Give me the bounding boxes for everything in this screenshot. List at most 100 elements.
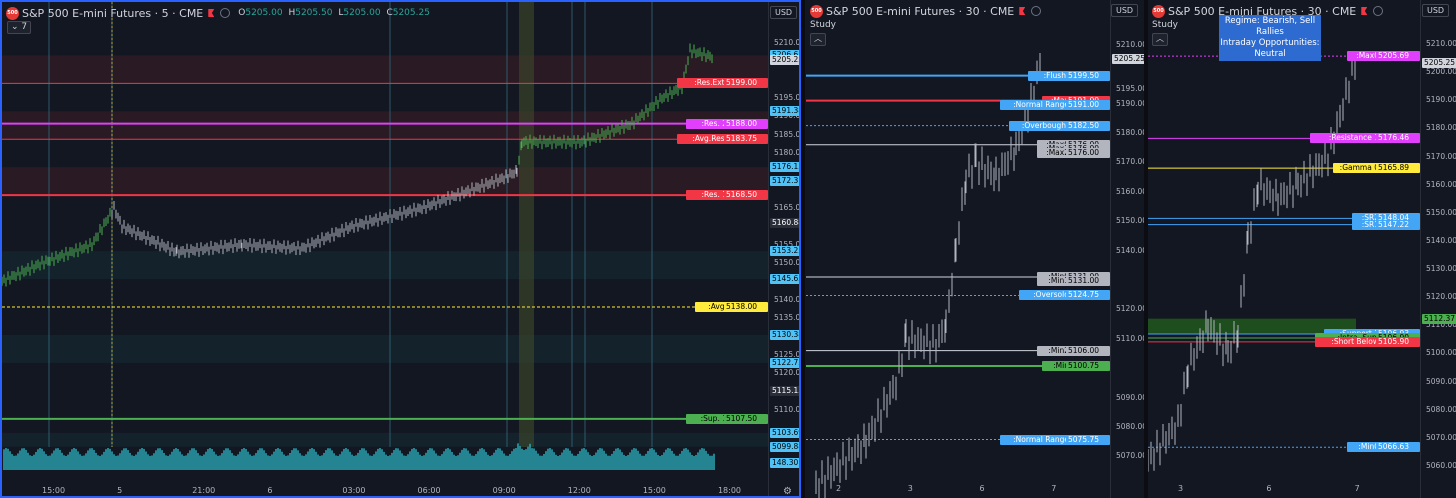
circle-button-icon[interactable] <box>220 8 231 18</box>
flag-icon[interactable] <box>1019 7 1026 15</box>
level-price-tag: 5168.50 <box>724 190 768 201</box>
price-axis-tick: 5210.00 <box>1426 39 1456 49</box>
es-logo-icon: 500 <box>6 6 19 20</box>
level-label: :Sup. 1 <box>685 413 730 424</box>
price-axis-tick: 5165.00 <box>774 203 801 212</box>
price-tag: 148.30 <box>770 457 799 468</box>
level-price-tag: 5075.75 <box>1066 434 1110 445</box>
time-axis-tick: 15:00 <box>642 486 666 495</box>
indicator-toggle-button[interactable]: ⌄ 7 <box>7 21 32 34</box>
intraday-text: Intraday Opportunities: Neutral <box>1220 38 1320 59</box>
flag-icon[interactable] <box>208 9 215 17</box>
price-axis-tick: 5155.00 <box>774 239 801 249</box>
time-axis-tick: 06:00 <box>417 486 441 495</box>
circle-button-icon[interactable] <box>1373 6 1384 16</box>
panel-splitter[interactable] <box>801 0 805 498</box>
symbol-title[interactable]: S&P 500 E-mini Futures · 30 · CME <box>826 4 1015 18</box>
price-axis-tick: 5185.00 <box>774 129 801 139</box>
es-logo-icon: 500 <box>1152 4 1165 18</box>
level-zone <box>2 251 768 280</box>
level-price-tag: 5199.00 <box>724 78 768 89</box>
session-highlight <box>519 2 534 447</box>
chart-panel-5min[interactable]: 500 S&P 500 E-mini Futures · 5 · CME O52… <box>0 0 801 498</box>
price-axis-tick: 5190.00 <box>1426 95 1456 105</box>
currency-selector[interactable]: USD <box>1422 4 1450 17</box>
price-tag: 5206.63 <box>770 50 799 61</box>
price-axis-tick: 5080.00 <box>1426 404 1456 414</box>
level-label: :Res. 1 <box>685 190 730 201</box>
regime-info-box: Regime: Bearish, Sell Rallies Intraday O… <box>1219 15 1321 61</box>
price-tag: 5172.31 <box>770 176 799 187</box>
level-price-tag: 5100.75 <box>1066 361 1110 372</box>
price-tag: 5145.63 <box>770 274 799 285</box>
flag-icon[interactable] <box>1361 7 1368 15</box>
time-axis-tick: 2 <box>836 484 842 493</box>
price-axis-tick: 5160.00 <box>1116 186 1144 196</box>
time-axis-tick: 5 <box>117 486 123 495</box>
price-tag: 5115.13 <box>770 385 799 396</box>
time-axis-tick: 12:00 <box>567 486 591 495</box>
price-axis-tick: 5135.00 <box>774 313 801 322</box>
time-axis-tick: 6 <box>979 484 985 493</box>
price-axis-tick: 5060.00 <box>1426 460 1456 470</box>
level-zone <box>2 55 768 84</box>
price-axis-tick: 5140.00 <box>1116 245 1144 255</box>
price-axis-tick: 5170.00 <box>1116 157 1144 167</box>
level-price-tag: 5124.75 <box>1066 290 1110 301</box>
chart-panel-30min-a[interactable]: 500 S&P 500 E-mini Futures · 30 · CME St… <box>806 0 1144 498</box>
price-axis-tick: 5180.00 <box>1116 127 1144 137</box>
price-axis-tick: 5090.00 <box>1116 392 1144 402</box>
price-axis-tick: 5170.00 <box>1426 151 1456 161</box>
price-axis[interactable] <box>1110 0 1111 498</box>
price-axis-tick: 5150.00 <box>1426 207 1456 217</box>
level-label: :Flush! <box>1027 70 1072 81</box>
price-axis-tick: 5120.00 <box>1116 304 1144 314</box>
level-label: :Short Below <box>1314 336 1382 347</box>
price-tag: 5112.37 <box>1422 313 1456 324</box>
level-price-tag: 5188.00 <box>724 118 768 129</box>
price-axis-tick: 5110.00 <box>774 404 801 414</box>
level-price-tag: 5176.46 <box>1376 133 1420 144</box>
currency-selector[interactable]: USD <box>1111 4 1139 17</box>
currency-selector[interactable]: USD <box>770 6 798 19</box>
level-label: :Avg. <box>695 302 730 312</box>
collapse-chevron-icon[interactable]: ︿ <box>1152 33 1168 46</box>
study-label[interactable]: Study <box>1152 20 1178 30</box>
symbol-title[interactable]: S&P 500 E-mini Futures · 5 · CME <box>22 6 204 20</box>
price-axis-tick: 5190.00 <box>1116 98 1144 108</box>
price-axis-tick: 5200.00 <box>1426 67 1456 77</box>
price-tag: 5205.25 <box>1112 53 1144 64</box>
price-axis-tick: 5130.00 <box>1426 264 1456 274</box>
level-price-tag: 5066.63 <box>1376 442 1420 453</box>
price-series <box>2 2 768 470</box>
circle-button-icon[interactable] <box>1031 6 1042 16</box>
level-label: :Oversold <box>1018 290 1072 301</box>
price-tag: 5205.25 <box>1422 58 1456 69</box>
regime-text: Regime: Bearish, Sell Rallies <box>1224 16 1316 37</box>
level-label: :Avg.Res. <box>676 134 730 145</box>
level-label: :Overbought <box>1009 120 1072 131</box>
price-axis-tick: 5180.00 <box>774 148 801 157</box>
study-label[interactable]: Study <box>810 20 836 30</box>
level-label: :SR1 <box>1351 219 1382 230</box>
chart-panel-30min-b[interactable]: 500 S&P 500 E-mini Futures · 30 · CME St… <box>1148 0 1456 498</box>
level-price-tag: 5205.69 <box>1376 51 1420 62</box>
level-label: :Min <box>1041 361 1072 372</box>
level-price-tag: 5165.89 <box>1376 163 1420 174</box>
level-label: :Res. 2 <box>685 118 730 129</box>
level-price-tag: 5176.00 <box>1066 147 1110 158</box>
panel-splitter[interactable] <box>1144 0 1148 498</box>
price-axis-tick: 5100.00 <box>1426 348 1456 358</box>
price-axis[interactable] <box>768 2 769 496</box>
ohlc-readout: O5205.00 H5205.50 L5205.00 C5205.25 <box>238 8 430 18</box>
symbol-title[interactable]: S&P 500 E-mini Futures · 30 · CME <box>1168 4 1357 18</box>
collapse-chevron-icon[interactable]: ︿ <box>810 33 826 46</box>
price-axis-tick: 5120.00 <box>1426 292 1456 302</box>
price-tag: 5153.25 <box>770 246 799 257</box>
price-tag: 5122.75 <box>770 357 799 368</box>
price-axis[interactable] <box>1420 0 1421 498</box>
level-label: :Min0 <box>1347 442 1382 453</box>
level-price-tag: 5131.00 <box>1066 276 1110 287</box>
settings-gear-icon[interactable]: ⚙ <box>783 486 792 497</box>
price-axis-tick: 5140.00 <box>774 294 801 304</box>
